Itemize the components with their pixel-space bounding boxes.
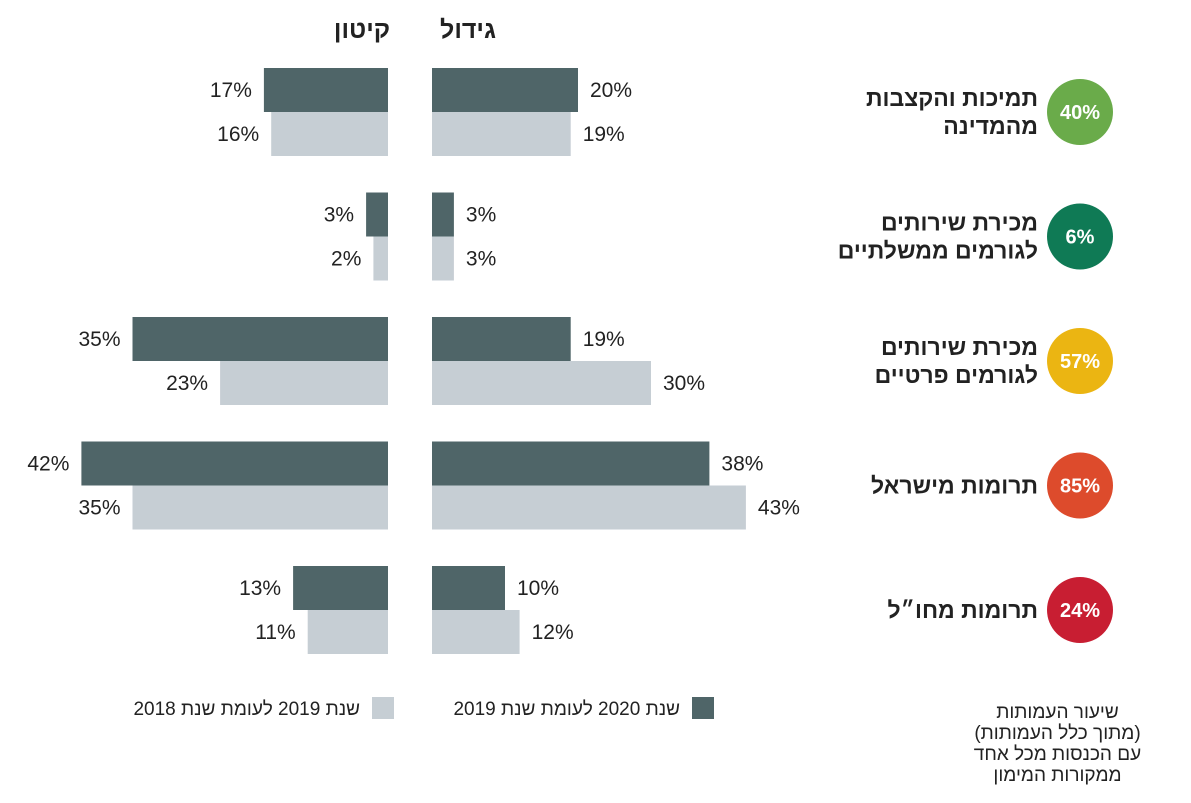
- value-label-decline: 11%: [255, 621, 295, 644]
- value-label-decline: 13%: [239, 577, 281, 600]
- bar-decline: [373, 236, 388, 281]
- footnote-line: שיעור העמותות: [996, 702, 1119, 723]
- category-label: מכירת שירותים: [881, 334, 1038, 360]
- rate-circle: [1047, 79, 1113, 145]
- value-label-growth: 19%: [583, 123, 625, 146]
- bar-decline: [220, 361, 388, 405]
- category-label: תרומות מחו״ל: [888, 597, 1039, 623]
- bar-growth: [432, 485, 746, 530]
- bar-decline: [271, 112, 388, 156]
- category-label: תמיכות והקצבות: [866, 85, 1038, 111]
- chart-headers: גידול קיטון: [334, 16, 496, 44]
- bar-group: [81, 68, 746, 654]
- bar-growth: [432, 192, 454, 237]
- header-decline: קיטון: [334, 16, 390, 44]
- bar-decline: [366, 192, 388, 237]
- category-label: לגורמים ממשלתיים: [838, 238, 1038, 264]
- value-label-decline: 17%: [210, 79, 252, 102]
- rate-circle: [1047, 452, 1113, 519]
- value-label-decline: 35%: [78, 497, 120, 520]
- rate-label: 6%: [1066, 227, 1095, 249]
- rate-circle: [1047, 577, 1113, 643]
- bar-growth: [432, 566, 505, 610]
- footnote-line: (מתוך כלל העמותות): [974, 723, 1141, 744]
- bar-growth: [432, 236, 454, 281]
- legend-swatch: [372, 697, 394, 719]
- value-label-growth: 3%: [466, 248, 496, 271]
- category-label: מכירת שירותים: [881, 210, 1038, 236]
- rate-label: 85%: [1060, 476, 1100, 498]
- value-label-growth: 12%: [532, 621, 574, 644]
- legend: שנת 2020 לעומת שנת 2019 שנת 2019 לעומת שנ…: [133, 697, 714, 720]
- value-label-growth: 20%: [590, 79, 632, 102]
- legend-label: שנת 2019 לעומת שנת 2018: [133, 699, 360, 720]
- bar-decline: [132, 485, 388, 530]
- legend-swatch: [692, 697, 714, 719]
- value-label-decline: 16%: [217, 123, 259, 146]
- footnote: שיעור העמותות (מתוך כלל העמותות) עם הכנס…: [930, 702, 1185, 786]
- category-label: תרומות מישראל: [871, 473, 1038, 499]
- rate-label: 57%: [1060, 351, 1100, 373]
- value-label-decline: 23%: [166, 372, 208, 395]
- bar-growth: [432, 112, 571, 156]
- value-label-decline: 35%: [78, 328, 120, 351]
- rate-circle: [1047, 328, 1113, 394]
- footnote-line: עם הכנסות מכל אחד: [973, 744, 1142, 765]
- category-label: לגורמים פרטיים: [875, 362, 1038, 388]
- bar-growth: [432, 361, 651, 405]
- bar-growth: [432, 68, 578, 112]
- bar-growth: [432, 317, 571, 361]
- bar-decline: [293, 566, 388, 610]
- category-label: מהמדינה: [943, 113, 1038, 139]
- bar-decline: [81, 441, 389, 486]
- bar-decline: [307, 610, 388, 654]
- value-labels: 20% 17% 19% 16% 3% 3% 3% 2% 19% 35% 30% 23% 38% 42% 43…: [27, 79, 800, 644]
- value-label-decline: 2%: [331, 248, 361, 271]
- rate-label: 24%: [1060, 600, 1100, 622]
- value-label-growth: 3%: [466, 204, 496, 227]
- bar-decline: [132, 317, 388, 361]
- value-label-growth: 43%: [758, 497, 800, 520]
- rate-circle: [1047, 203, 1113, 270]
- value-label-growth: 30%: [663, 372, 705, 395]
- bar-decline: [263, 68, 388, 112]
- value-label-growth: 38%: [721, 453, 763, 476]
- value-label-decline: 42%: [27, 453, 69, 476]
- rate-label: 40%: [1060, 102, 1100, 124]
- bar-growth: [432, 441, 710, 486]
- bar-growth: [432, 610, 520, 654]
- legend-label: שנת 2020 לעומת שנת 2019: [453, 699, 680, 720]
- header-growth: גידול: [440, 16, 496, 44]
- value-label-growth: 19%: [583, 328, 625, 351]
- value-label-growth: 10%: [517, 577, 559, 600]
- footnote-line: ממקורות המימון: [993, 765, 1122, 786]
- value-label-decline: 3%: [324, 204, 354, 227]
